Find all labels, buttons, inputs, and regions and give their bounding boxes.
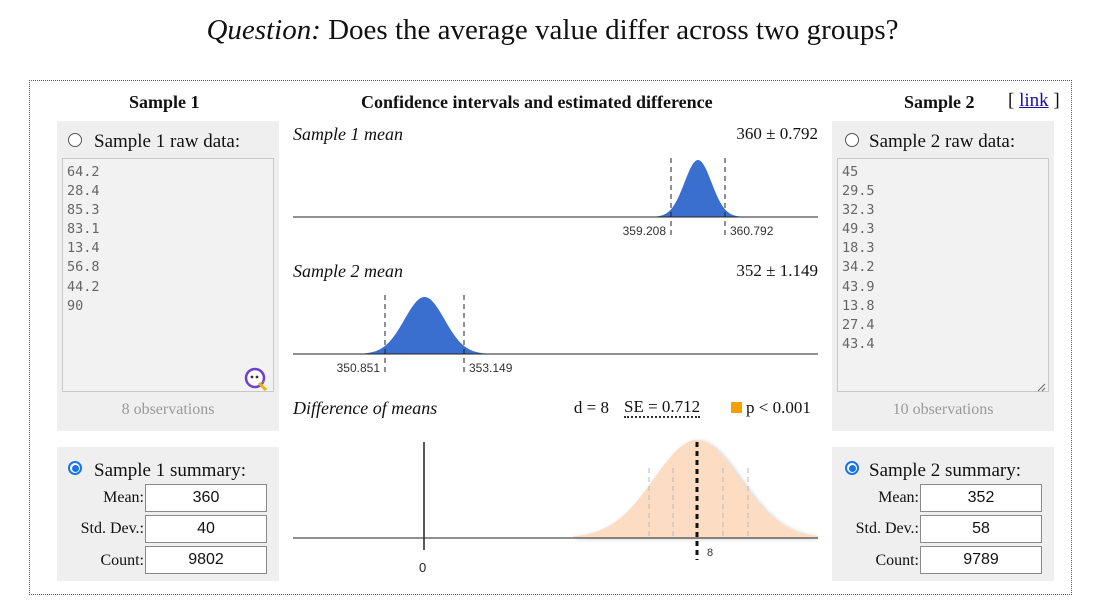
plot3-interval-lines (648, 468, 749, 538)
app-frame (29, 80, 1072, 595)
plot1-curve (643, 160, 753, 217)
sample2-sd-input[interactable] (920, 515, 1042, 543)
link-group: [ link ] (1008, 90, 1060, 112)
plot1-upper-label: 360.792 (730, 224, 774, 238)
question-title: Question: Does the average value differ … (0, 14, 1105, 47)
plot3-d: d = 8 (573, 398, 609, 417)
sample1-observations: 8 observations (121, 401, 215, 418)
sample1-sd-input[interactable] (145, 515, 267, 543)
resize-handle-icon[interactable] (1036, 379, 1046, 392)
question-label: Question: (206, 14, 321, 46)
center-header: Confidence intervals and estimated diffe… (361, 92, 713, 112)
plot2-lower-label: 350.851 (337, 361, 381, 375)
sample2-mean-input[interactable] (920, 484, 1042, 512)
plot3-p: p < 0.001 (746, 398, 811, 417)
plot1-value: 360 ± 0.792 (736, 124, 818, 143)
sample1-count-label: Count: (100, 552, 144, 569)
sample2-sd-label: Std. Dev.: (855, 520, 919, 537)
sample1-summary-radio[interactable] (68, 461, 82, 475)
link-close-bracket: ] (1053, 90, 1060, 111)
sample2-summary-label: Sample 2 summary: (869, 460, 1021, 481)
sample1-raw-textarea[interactable] (62, 158, 274, 392)
sample2-observations: 10 observations (892, 401, 994, 418)
sample1-summary-label: Sample 1 summary: (94, 460, 246, 481)
sample1-mean-label: Mean: (103, 489, 144, 506)
question-text: Does the average value differ across two… (328, 14, 899, 46)
sample2-raw-textarea[interactable] (837, 158, 1049, 392)
sample2-header: Sample 2 (904, 92, 975, 112)
link-open-bracket: [ (1008, 90, 1015, 111)
plot2-chart: 350.851 353.149 (293, 295, 818, 376)
sample2-raw-label: Sample 2 raw data: (869, 131, 1016, 152)
d-label: 8 (707, 547, 713, 559)
grammar-assistant-icon[interactable] (244, 367, 268, 392)
sample2-count-input[interactable] (920, 546, 1042, 574)
plot2-upper-label: 353.149 (469, 361, 513, 375)
sample1-mean-input[interactable] (145, 484, 267, 512)
sample1-count-input[interactable] (145, 546, 267, 574)
plot1-title: Sample 1 mean (293, 124, 403, 144)
plot2-value: 352 ± 1.149 (736, 261, 818, 280)
sample2-summary-radio[interactable] (845, 461, 859, 475)
plot2-title: Sample 2 mean (293, 261, 403, 281)
plot3-se[interactable]: SE = 0.712 (624, 397, 701, 418)
sample1-raw-label: Sample 1 raw data: (94, 131, 241, 152)
p-value-marker (731, 402, 742, 413)
plot1-chart: 359.208 360.792 (293, 158, 818, 239)
plot3-title: Difference of means (293, 398, 438, 418)
sample2-mean-label: Mean: (878, 489, 919, 506)
sample1-sd-label: Std. Dev.: (80, 520, 144, 537)
sample1-header: Sample 1 (129, 92, 200, 112)
share-link[interactable]: link (1019, 90, 1049, 111)
plot3-chart: 0 8 (293, 440, 818, 575)
plot1-lower-label: 359.208 (623, 224, 667, 238)
sample2-count-label: Count: (875, 552, 919, 569)
sample2-raw-radio[interactable] (845, 133, 859, 147)
plot2-curve (353, 297, 498, 354)
sample1-raw-radio[interactable] (68, 133, 82, 147)
zero-label: 0 (419, 560, 426, 575)
